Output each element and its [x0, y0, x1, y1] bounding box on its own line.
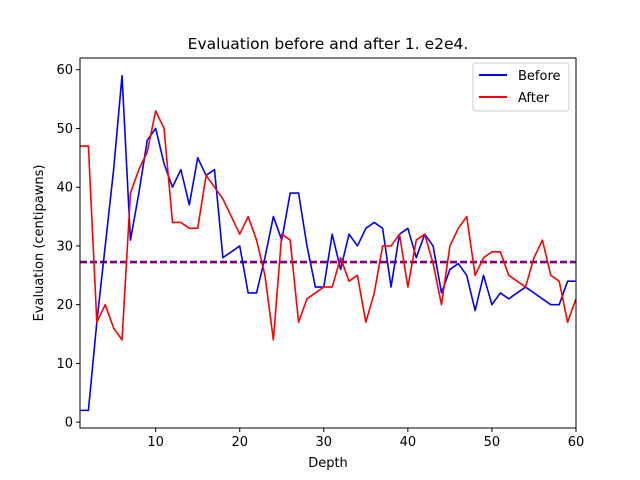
y-tick-label: 50 [56, 122, 73, 137]
series-line-before [80, 74, 576, 412]
x-tick-label: 60 [568, 435, 585, 450]
plot-frame [79, 57, 577, 429]
x-axis-ticks: 10 20 30 40 50 60 [147, 428, 584, 450]
x-tick-label: 50 [484, 435, 501, 450]
y-tick-label: 20 [56, 298, 73, 313]
x-axis-label: Depth [308, 456, 348, 471]
y-tick-label: 30 [56, 239, 73, 254]
y-tick-label: 40 [56, 181, 73, 196]
y-axis-ticks: 0 10 20 30 40 50 60 [56, 63, 80, 431]
reference-lines [80, 260, 576, 264]
legend: Before After [472, 62, 570, 112]
series-line-after [80, 110, 577, 341]
y-tick-label: 60 [56, 63, 73, 78]
x-tick-label: 40 [400, 435, 417, 450]
series-lines [80, 74, 577, 412]
legend-label-before: Before [518, 69, 561, 84]
y-axis-label: Evaluation (centipawns) [32, 165, 47, 322]
x-tick-label: 20 [231, 435, 248, 450]
y-tick-label: 0 [65, 416, 73, 431]
x-tick-label: 10 [147, 435, 164, 450]
x-tick-label: 30 [316, 435, 333, 450]
chart-title: Evaluation before and after 1. e2e4. [188, 35, 469, 53]
y-tick-label: 10 [56, 357, 73, 372]
legend-label-after: After [518, 91, 550, 106]
